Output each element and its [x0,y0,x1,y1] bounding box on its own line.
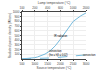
svg-text:500: 500 [14,34,19,38]
svg-text:(hα = hβ = 0.02): (hα = hβ = 0.02) [49,53,68,57]
svg-text:2500: 2500 [70,62,77,66]
svg-text:400: 400 [45,6,50,10]
svg-text:1000: 1000 [13,10,20,14]
svg-text:2000: 2000 [57,62,64,66]
svg-text:400: 400 [14,38,19,42]
svg-text:900: 900 [14,15,19,19]
svg-text:Source temperature (°C): Source temperature (°C) [37,66,72,70]
svg-text:convection: convection [83,53,96,57]
svg-text:700: 700 [14,24,19,28]
svg-text:800: 800 [14,19,19,23]
svg-text:1000: 1000 [31,62,38,66]
svg-text:3000: 3000 [83,62,90,66]
svg-text:500: 500 [19,62,24,66]
svg-text:300: 300 [14,43,19,47]
svg-text:100: 100 [19,6,24,10]
svg-text:Lamp temperature (°C): Lamp temperature (°C) [38,1,71,5]
svg-text:600: 600 [58,6,63,10]
svg-text:1500: 1500 [44,62,51,66]
svg-text:IR radiation: IR radiation [54,34,68,38]
svg-text:100: 100 [14,52,19,56]
svg-text:convection: convection [49,49,62,53]
svg-text:200: 200 [14,48,19,52]
svg-text:Radiated power density (W/cm²): Radiated power density (W/cm²) [8,13,12,59]
svg-text:2000: 2000 [83,6,90,10]
svg-text:1000: 1000 [70,6,77,10]
svg-text:200: 200 [32,6,37,10]
svg-text:600: 600 [14,29,19,33]
